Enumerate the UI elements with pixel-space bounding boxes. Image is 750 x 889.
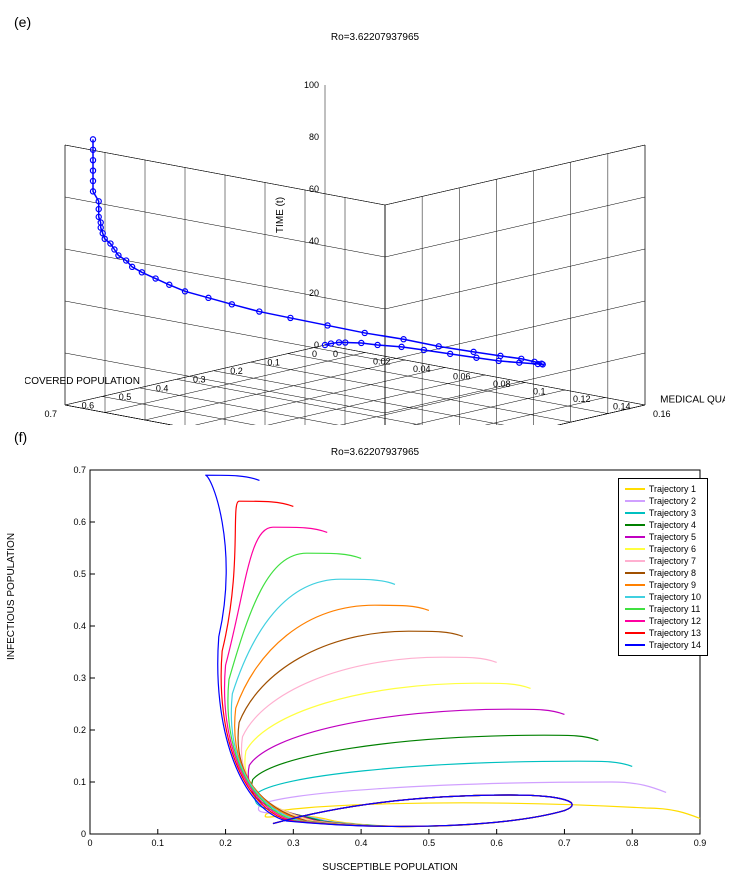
svg-text:0.06: 0.06 <box>453 372 471 382</box>
legend-row: Trajectory 1 <box>625 483 701 495</box>
svg-text:0.14: 0.14 <box>613 402 631 412</box>
svg-text:0.02: 0.02 <box>373 357 391 367</box>
svg-text:0.6: 0.6 <box>490 838 503 848</box>
legend-label: Trajectory 12 <box>649 615 701 627</box>
svg-text:0.12: 0.12 <box>573 394 591 404</box>
legend-swatch <box>625 536 645 538</box>
svg-text:0.16: 0.16 <box>653 409 671 419</box>
chart-f-title: Ro=3.62207937965 <box>10 447 740 458</box>
svg-text:0.7: 0.7 <box>44 409 57 419</box>
legend-label: Trajectory 8 <box>649 567 696 579</box>
svg-text:0.5: 0.5 <box>119 392 132 402</box>
y-axis-label-f: INFECTIOUS POPULATION <box>6 533 17 660</box>
legend-label: Trajectory 1 <box>649 483 696 495</box>
legend-swatch <box>625 560 645 562</box>
legend-row: Trajectory 4 <box>625 519 701 531</box>
svg-text:0.6: 0.6 <box>73 517 86 527</box>
legend-swatch <box>625 488 645 490</box>
legend-swatch <box>625 572 645 574</box>
legend-row: Trajectory 11 <box>625 603 701 615</box>
svg-text:0: 0 <box>81 829 86 839</box>
legend-row: Trajectory 8 <box>625 567 701 579</box>
svg-text:0.4: 0.4 <box>73 621 86 631</box>
legend-label: Trajectory 7 <box>649 555 696 567</box>
svg-text:0.5: 0.5 <box>73 569 86 579</box>
legend-label: Trajectory 13 <box>649 627 701 639</box>
svg-text:0.1: 0.1 <box>267 358 280 368</box>
chart-f-phase: INFECTIOUS POPULATION 00.10.20.30.40.50.… <box>10 460 730 873</box>
legend-label: Trajectory 2 <box>649 495 696 507</box>
legend-row: Trajectory 9 <box>625 579 701 591</box>
svg-text:0.1: 0.1 <box>152 838 165 848</box>
svg-text:0.3: 0.3 <box>287 838 300 848</box>
legend-row: Trajectory 3 <box>625 507 701 519</box>
legend-label: Trajectory 11 <box>649 603 701 615</box>
svg-text:80: 80 <box>309 132 319 142</box>
legend-row: Trajectory 14 <box>625 639 701 651</box>
legend-swatch <box>625 584 645 586</box>
legend-label: Trajectory 5 <box>649 531 696 543</box>
legend-row: Trajectory 5 <box>625 531 701 543</box>
legend-swatch <box>625 596 645 598</box>
svg-text:0.04: 0.04 <box>413 364 431 374</box>
legend-row: Trajectory 7 <box>625 555 701 567</box>
legend-swatch <box>625 500 645 502</box>
legend-row: Trajectory 13 <box>625 627 701 639</box>
chart-e-title: Ro=3.62207937965 <box>10 32 740 43</box>
svg-text:0.2: 0.2 <box>230 366 243 376</box>
svg-text:0: 0 <box>333 349 338 359</box>
legend-label: Trajectory 3 <box>649 507 696 519</box>
svg-text:0.1: 0.1 <box>73 777 86 787</box>
legend-label: Trajectory 4 <box>649 519 696 531</box>
svg-text:0.2: 0.2 <box>219 838 232 848</box>
svg-text:TIME (t): TIME (t) <box>275 197 286 233</box>
x-axis-label-f: SUSCEPTIBLE POPULATION <box>50 862 730 873</box>
legend-swatch <box>625 524 645 526</box>
legend-f: Trajectory 1Trajectory 2Trajectory 3Traj… <box>618 478 708 656</box>
legend-swatch <box>625 512 645 514</box>
svg-text:0.6: 0.6 <box>82 400 95 410</box>
svg-text:0.3: 0.3 <box>193 375 206 385</box>
legend-swatch <box>625 620 645 622</box>
legend-label: Trajectory 10 <box>649 591 701 603</box>
svg-text:RECOVERED POPULATION: RECOVERED POPULATION <box>25 376 140 387</box>
panel-e-label: (e) <box>14 14 740 30</box>
svg-text:0.3: 0.3 <box>73 673 86 683</box>
svg-text:100: 100 <box>304 80 319 90</box>
legend-swatch <box>625 632 645 634</box>
legend-row: Trajectory 12 <box>625 615 701 627</box>
svg-text:0.7: 0.7 <box>558 838 571 848</box>
panel-f-label: (f) <box>14 429 740 445</box>
legend-row: Trajectory 6 <box>625 543 701 555</box>
svg-text:0.4: 0.4 <box>156 383 169 393</box>
legend-label: Trajectory 6 <box>649 543 696 555</box>
legend-label: Trajectory 14 <box>649 639 701 651</box>
svg-text:0.9: 0.9 <box>694 838 707 848</box>
legend-row: Trajectory 2 <box>625 495 701 507</box>
svg-text:MEDICAL QUARANTINE POPULATION: MEDICAL QUARANTINE POPULATION <box>660 394 725 405</box>
legend-label: Trajectory 9 <box>649 579 696 591</box>
legend-swatch <box>625 608 645 610</box>
svg-text:0.7: 0.7 <box>73 465 86 475</box>
svg-text:0: 0 <box>87 838 92 848</box>
legend-swatch <box>625 644 645 646</box>
svg-text:0.2: 0.2 <box>73 725 86 735</box>
svg-text:0.8: 0.8 <box>626 838 639 848</box>
svg-text:0: 0 <box>312 349 317 359</box>
legend-row: Trajectory 10 <box>625 591 701 603</box>
chart-e-3d: 00.10.20.30.40.50.60.700.020.040.060.080… <box>25 45 725 425</box>
svg-text:0.4: 0.4 <box>355 838 368 848</box>
legend-swatch <box>625 548 645 550</box>
svg-text:0.5: 0.5 <box>423 838 436 848</box>
